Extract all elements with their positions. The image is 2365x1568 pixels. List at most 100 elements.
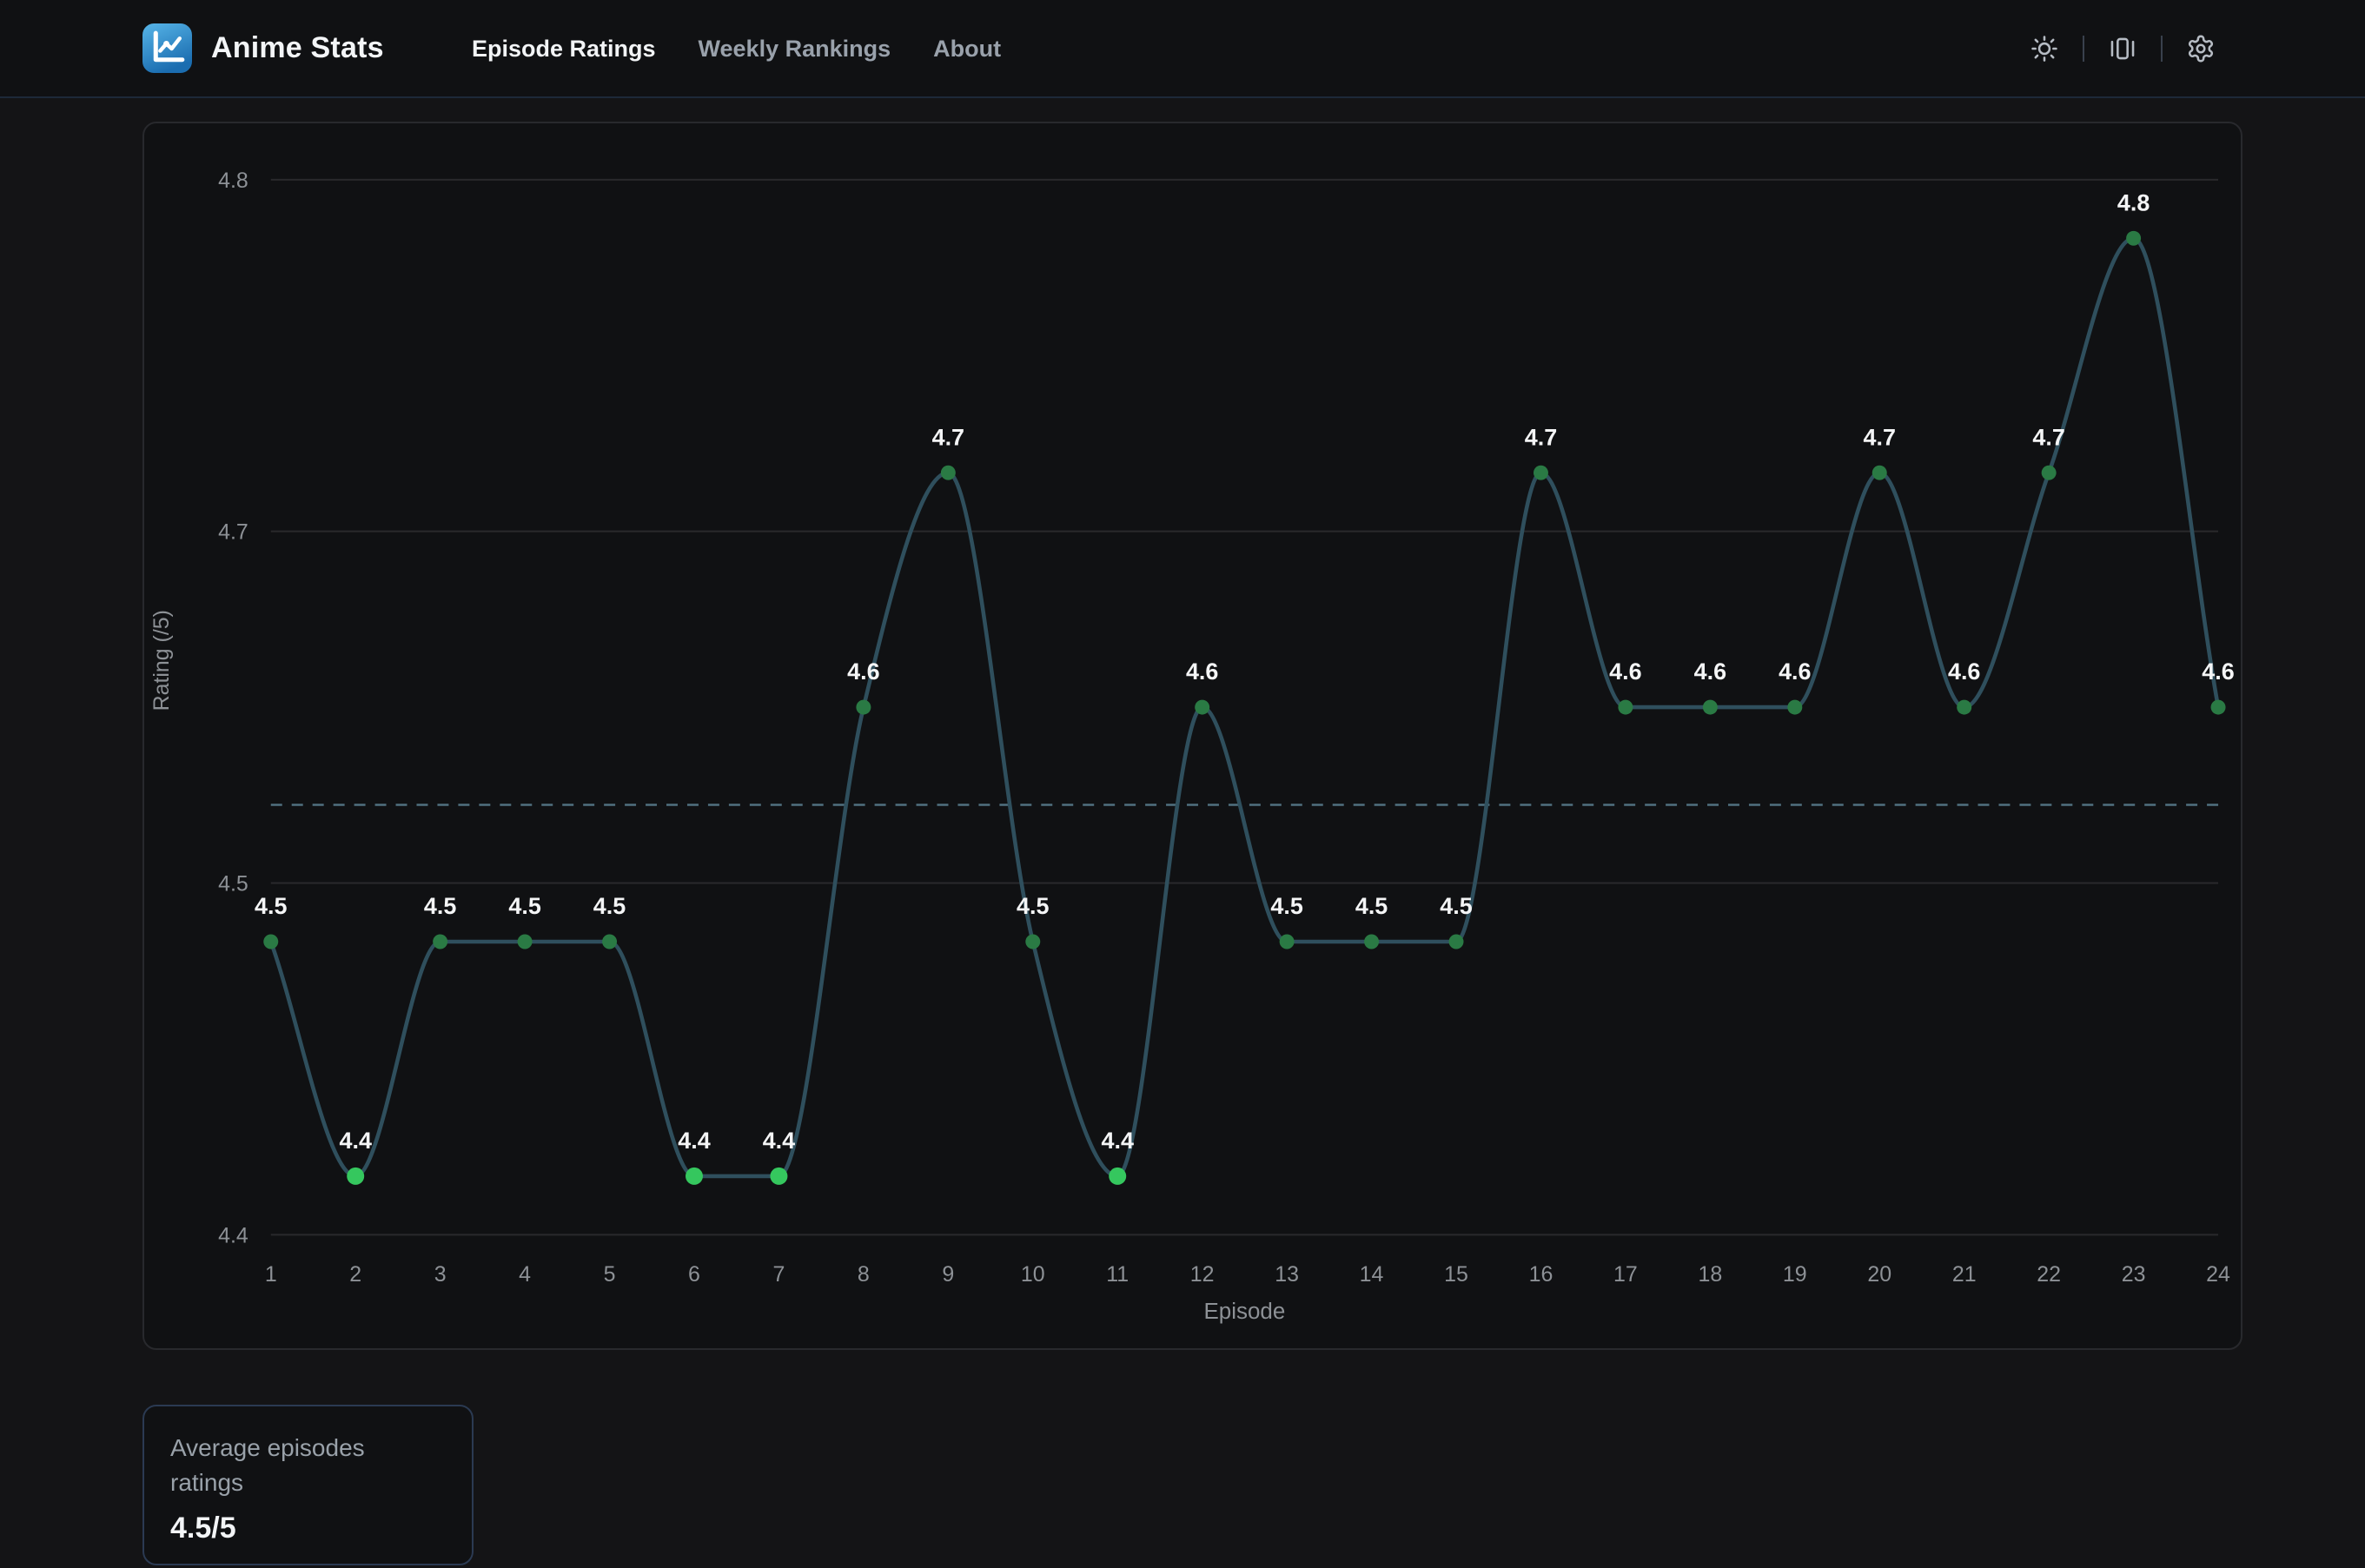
data-point[interactable] [1195, 699, 1210, 715]
x-tick-label: 23 [2122, 1262, 2146, 1287]
x-tick-label: 18 [1698, 1262, 1722, 1287]
data-point-label: 4.7 [1525, 424, 1557, 450]
data-point-label: 4.6 [1186, 658, 1218, 685]
y-tick-label: 4.7 [218, 520, 248, 545]
data-point[interactable] [2041, 465, 2057, 480]
x-tick-label: 9 [942, 1262, 954, 1287]
average-rating-value: 4.5/5 [170, 1512, 236, 1545]
data-point[interactable] [2126, 230, 2142, 246]
data-point[interactable] [1618, 699, 1633, 715]
data-point-label: 4.6 [1694, 658, 1726, 685]
data-point-label: 4.5 [508, 893, 540, 919]
brand: Anime Stats [142, 23, 384, 73]
x-tick-label: 2 [349, 1262, 361, 1287]
y-tick-label: 4.5 [218, 872, 248, 896]
x-tick-label: 16 [1529, 1262, 1553, 1287]
average-rating-label: Average episodes ratings [170, 1434, 365, 1497]
x-tick-label: 6 [688, 1262, 700, 1287]
data-point-label: 4.8 [2117, 189, 2150, 215]
y-tick-label: 4.4 [218, 1223, 248, 1247]
main-nav: Episode Ratings Weekly Rankings About [472, 0, 1001, 98]
x-tick-label: 12 [1190, 1262, 1215, 1287]
data-point[interactable] [1871, 465, 1887, 480]
average-rating-card: Average episodes ratings 4.5/5 [142, 1405, 474, 1565]
x-tick-label: 1 [265, 1262, 277, 1287]
app-header: Anime Stats Episode Ratings Weekly Ranki… [0, 0, 2365, 98]
data-point[interactable] [433, 934, 448, 949]
data-point-label: 4.5 [1355, 893, 1388, 919]
data-point[interactable] [1702, 699, 1718, 715]
x-tick-label: 17 [1613, 1262, 1638, 1287]
x-tick-label: 20 [1867, 1262, 1891, 1287]
data-point-label: 4.7 [1864, 424, 1896, 450]
rating-line [268, 235, 2221, 1179]
data-point-label: 4.4 [339, 1128, 371, 1154]
data-point[interactable] [347, 1167, 365, 1185]
x-tick-label: 13 [1275, 1262, 1299, 1287]
theme-toggle-button[interactable] [2028, 32, 2061, 65]
data-point-label: 4.4 [678, 1128, 710, 1154]
data-point-label: 4.6 [847, 658, 879, 685]
data-point-label: 4.7 [932, 424, 964, 450]
data-point-label: 4.5 [1270, 893, 1302, 919]
divider [2161, 35, 2163, 62]
data-point-label: 4.7 [2032, 424, 2064, 450]
nav-weekly-rankings[interactable]: Weekly Rankings [698, 36, 891, 62]
x-tick-label: 21 [1952, 1262, 1977, 1287]
x-tick-label: 15 [1444, 1262, 1468, 1287]
nav-episode-ratings[interactable]: Episode Ratings [472, 36, 656, 62]
data-point-label: 4.5 [1017, 893, 1049, 919]
gallery-layout-icon [2110, 37, 2135, 59]
data-point-label: 4.5 [1440, 893, 1472, 919]
layout-toggle-button[interactable] [2106, 32, 2139, 65]
data-point[interactable] [1364, 934, 1380, 949]
x-tick-label: 8 [858, 1262, 870, 1287]
brand-title: Anime Stats [211, 31, 384, 64]
data-point[interactable] [686, 1167, 703, 1185]
data-point[interactable] [517, 934, 533, 949]
x-tick-label: 24 [2206, 1262, 2230, 1287]
data-point[interactable] [263, 934, 279, 949]
x-tick-label: 7 [772, 1262, 785, 1287]
gear-icon [2188, 35, 2214, 62]
data-point-label: 4.5 [424, 893, 456, 919]
data-point[interactable] [770, 1167, 788, 1185]
data-point-label: 4.4 [763, 1128, 795, 1154]
data-point[interactable] [1787, 699, 1803, 715]
data-point-label: 4.5 [255, 893, 287, 919]
data-point[interactable] [1533, 465, 1548, 480]
data-point-label: 4.6 [1948, 658, 1980, 685]
data-point[interactable] [1109, 1167, 1127, 1185]
x-tick-label: 22 [2037, 1262, 2061, 1287]
data-point[interactable] [602, 934, 618, 949]
episode-ratings-chart[interactable]: 4.84.74.54.41 2 3 4 5 6 7 8 9 10 11 12 13 14 15 16 17 18 1… [144, 123, 2241, 1348]
app-logo-icon [142, 23, 192, 73]
x-tick-label: 4 [519, 1262, 531, 1287]
data-point[interactable] [2210, 699, 2226, 715]
data-point-label: 4.6 [1609, 658, 1641, 685]
y-tick-label: 4.8 [218, 169, 248, 193]
data-point[interactable] [1957, 699, 1972, 715]
divider [2083, 35, 2084, 62]
x-tick-label: 5 [604, 1262, 616, 1287]
data-point[interactable] [1448, 934, 1464, 949]
header-actions [2028, 32, 2217, 65]
settings-button[interactable] [2184, 32, 2217, 65]
x-tick-label: 3 [434, 1262, 447, 1287]
data-point[interactable] [856, 699, 871, 715]
sun-icon [2031, 35, 2057, 62]
x-tick-label: 11 [1106, 1262, 1129, 1287]
x-tick-label: 14 [1360, 1262, 1384, 1287]
x-tick-label: 19 [1783, 1262, 1807, 1287]
data-point[interactable] [940, 465, 956, 480]
chart-panel: 4.8 4.7 4.5 4.4 1 2 3 4 5 6 7 8 9 10 11 12 13 14 15 16 17 18 1… [142, 122, 2242, 1350]
x-axis-title: Episode [1204, 1300, 1286, 1324]
x-tick-label: 10 [1021, 1262, 1045, 1287]
nav-about[interactable]: About [933, 36, 1002, 62]
y-axis-title: Rating (/5) [149, 610, 174, 711]
data-point-label: 4.6 [2202, 658, 2234, 685]
data-point[interactable] [1025, 934, 1041, 949]
data-point[interactable] [1279, 934, 1295, 949]
data-point-label: 4.5 [593, 893, 626, 919]
data-point-label: 4.6 [1779, 658, 1811, 685]
